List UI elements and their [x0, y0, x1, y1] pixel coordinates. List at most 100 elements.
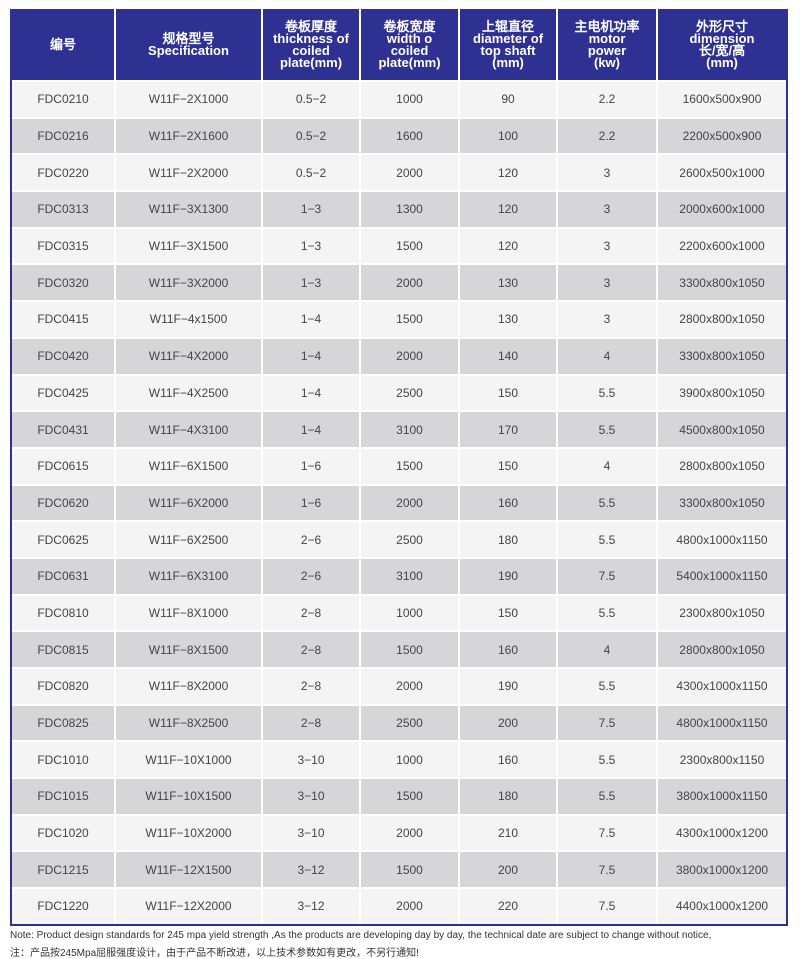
cell-specification: W11F−12X2000 — [114, 887, 262, 924]
cell-id: FDC0210 — [12, 80, 115, 118]
table-row: FDC0625 W11F−6X2500 2−6 2500 180 5.5 4800x1000… — [12, 520, 786, 558]
cell-specification: W11F−4X2500 — [114, 373, 262, 412]
cell-motor-power: 7.5 — [556, 850, 657, 889]
table-row: FDC0415 W11F−4x1500 1−4 1500 130 3 2800x800x10… — [12, 300, 786, 338]
cell-top-shaft-diameter: 130 — [458, 263, 557, 302]
cell-dimension: 3800x1000x1150 — [656, 777, 786, 815]
table-row: FDC0420 W11F−4X2000 1−4 2000 140 4 3300x800x10… — [12, 336, 786, 375]
cell-top-shaft-diameter: 180 — [458, 777, 557, 815]
cell-width: 2000 — [359, 153, 459, 192]
cell-specification: W11F−4X2000 — [114, 336, 262, 375]
cell-motor-power: 5.5 — [556, 410, 657, 448]
cell-id: FDC0615 — [12, 446, 115, 485]
table-row: FDC0425 W11F−4X2500 1−4 2500 150 5.5 3900x800x… — [12, 373, 786, 412]
cell-dimension: 1600x500x900 — [656, 80, 786, 118]
cell-width: 2000 — [359, 263, 459, 302]
cell-dimension: 3300x800x1050 — [656, 263, 786, 302]
header-line: plate(mm) — [279, 54, 343, 70]
cell-thickness: 1−4 — [261, 410, 360, 448]
cell-id: FDC0810 — [12, 593, 115, 632]
header-line: power — [587, 42, 627, 58]
cell-thickness: 1−6 — [261, 483, 360, 522]
cell-specification: W11F−10X1000 — [114, 740, 262, 779]
header-line: 卷板厚度 — [284, 18, 337, 34]
cell-specification: W11F−4X3100 — [114, 410, 262, 448]
cell-id: FDC0420 — [12, 336, 115, 375]
table-row: FDC0631 W11F−6X3100 2−6 3100 190 7.5 5400x1000… — [12, 556, 786, 595]
header-line: (kw) — [594, 54, 620, 70]
cell-id: FDC1220 — [12, 887, 115, 924]
cell-dimension: 4300x1000x1200 — [656, 813, 786, 852]
cell-specification: W11F−2X2000 — [114, 153, 262, 192]
cell-specification: W11F−6X2000 — [114, 483, 262, 522]
cell-top-shaft-diameter: 170 — [458, 410, 557, 448]
cell-dimension: 2200x500x900 — [656, 116, 786, 155]
table-row: FDC0431 W11F−4X3100 1−4 3100 170 5.5 4500x800x… — [12, 410, 786, 448]
cell-id: FDC0631 — [12, 556, 115, 595]
cell-dimension: 4300x1000x1150 — [656, 667, 786, 705]
cell-specification: W11F−8X1000 — [114, 593, 262, 632]
cell-motor-power: 3 — [556, 153, 657, 192]
cell-thickness: 0.5−2 — [261, 116, 360, 155]
cell-thickness: 1−6 — [261, 446, 360, 485]
cell-specification: W11F−3X1300 — [114, 190, 262, 228]
cell-id: FDC0415 — [12, 300, 115, 338]
cell-motor-power: 5.5 — [556, 483, 657, 522]
cell-top-shaft-diameter: 100 — [458, 116, 557, 155]
cell-top-shaft-diameter: 120 — [458, 190, 557, 228]
cell-top-shaft-diameter: 190 — [458, 556, 557, 595]
cell-dimension: 2800x800x1050 — [656, 630, 786, 668]
table-row: FDC1220 W11F−12X2000 3−12 2000 220 7.5 4400x10… — [12, 887, 786, 924]
cell-thickness: 1−4 — [261, 300, 360, 338]
cell-dimension: 2300x800x1050 — [656, 593, 786, 632]
cell-top-shaft-diameter: 200 — [458, 703, 557, 742]
cell-dimension: 4800x1000x1150 — [656, 520, 786, 558]
table-row: FDC0320 W11F−3X2000 1−3 2000 130 3 3300x800x10… — [12, 263, 786, 302]
cell-top-shaft-diameter: 180 — [458, 520, 557, 558]
cell-id: FDC0815 — [12, 630, 115, 668]
cell-width: 1300 — [359, 190, 459, 228]
header-line: (mm) — [706, 54, 738, 70]
cell-width: 2500 — [359, 703, 459, 742]
cell-width: 1600 — [359, 116, 459, 155]
header-line: diameter of — [472, 30, 544, 46]
header-line: plate(mm) — [378, 54, 441, 70]
cell-width: 2500 — [359, 520, 459, 558]
cell-thickness: 1−3 — [261, 226, 360, 265]
header-top-shaft-diameter: 上辊直径 diameter of top shaft (mm) — [458, 9, 557, 81]
cell-width: 2000 — [359, 887, 459, 924]
cell-width: 2000 — [359, 336, 459, 375]
cell-id: FDC1010 — [12, 740, 115, 779]
cell-thickness: 3−10 — [261, 777, 360, 815]
cell-id: FDC1020 — [12, 813, 115, 852]
cell-width: 2000 — [359, 667, 459, 705]
cell-motor-power: 4 — [556, 336, 657, 375]
cell-dimension: 2000x600x1000 — [656, 190, 786, 228]
table-row: FDC0315 W11F−3X1500 1−3 1500 120 3 2200x600x10… — [12, 226, 786, 265]
cell-top-shaft-diameter: 130 — [458, 300, 557, 338]
table-row: FDC1020 W11F−10X2000 3−10 2000 210 7.5 4300x10… — [12, 813, 786, 852]
cell-dimension: 3900x800x1050 — [656, 373, 786, 412]
cell-top-shaft-diameter: 120 — [458, 226, 557, 265]
cell-specification: W11F−2X1600 — [114, 116, 262, 155]
header-specification: 规格型号 Specification — [114, 9, 262, 81]
cell-width: 1000 — [359, 80, 459, 118]
cell-thickness: 3−12 — [261, 850, 360, 889]
cell-id: FDC0431 — [12, 410, 115, 448]
header-line: coiled — [292, 42, 330, 58]
table-header-row: 编号 规格型号 Specification 卷板厚度 thickness of coile… — [12, 9, 786, 81]
header-line: dimension — [689, 30, 755, 46]
cell-top-shaft-diameter: 150 — [458, 593, 557, 632]
cell-width: 1500 — [359, 630, 459, 668]
cell-top-shaft-diameter: 160 — [458, 740, 557, 779]
cell-thickness: 3−12 — [261, 887, 360, 924]
cell-top-shaft-diameter: 120 — [458, 153, 557, 192]
cell-specification: W11F−2X1000 — [114, 80, 262, 118]
cell-top-shaft-diameter: 200 — [458, 850, 557, 889]
cell-width: 1000 — [359, 593, 459, 632]
cell-dimension: 3300x800x1050 — [656, 483, 786, 522]
cell-specification: W11F−8X1500 — [114, 630, 262, 668]
cell-motor-power: 5.5 — [556, 740, 657, 779]
header-line: coiled — [390, 42, 429, 58]
cell-motor-power: 3 — [556, 190, 657, 228]
